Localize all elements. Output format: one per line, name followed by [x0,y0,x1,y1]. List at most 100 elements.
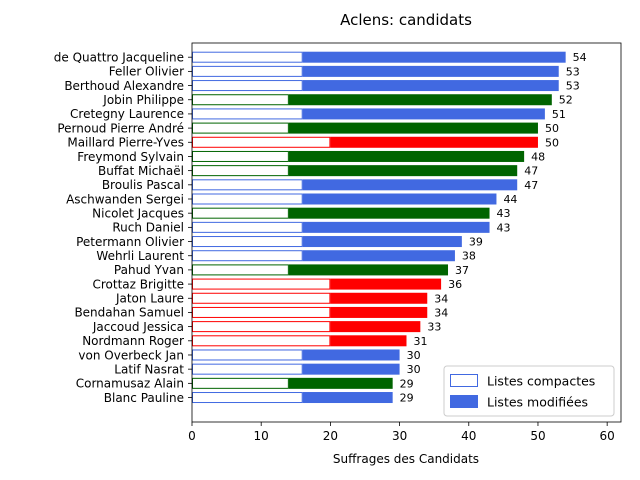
bar-modified-11 [288,207,490,219]
x-tick-label-6: 60 [600,429,615,443]
y-tick-label-1: Feller Olivier [109,65,184,79]
y-tick-label-12: Ruch Daniel [112,221,184,235]
bar-modified-14 [302,250,455,262]
bar-value-label-16: 36 [448,278,462,291]
bar-value-label-3: 52 [559,94,573,107]
legend-swatch-compact [450,374,478,387]
bar-modified-3 [288,94,552,106]
y-tick-label-21: von Overbeck Jan [78,348,184,362]
x-axis-title: Suffrages des Candidats [333,452,479,466]
bar-compact-4 [192,108,303,120]
y-tick-label-10: Aschwanden Sergei [66,192,184,206]
y-tick-label-16: Crottaz Brigitte [92,277,184,291]
legend-frame [443,365,615,417]
bar-modified-22 [302,363,400,375]
bar-compact-11 [192,207,289,219]
bar-modified-2 [302,80,559,92]
bar-value-label-11: 43 [497,207,511,220]
legend-label-compact: Listes compactes [487,374,595,389]
x-tick-label-5: 50 [530,429,545,443]
legend-swatch-modified [450,395,478,408]
bar-compact-17 [192,292,331,304]
y-tick-label-20: Nordmann Roger [82,334,184,348]
bar-value-label-5: 50 [545,122,559,135]
legend-label-modified: Listes modifiées [487,395,588,410]
y-tick-label-15: Pahud Yvan [114,263,184,277]
y-tick-label-4: Cretegny Laurence [70,107,184,121]
bar-modified-4 [302,108,545,120]
bar-compact-5 [192,122,289,134]
bar-compact-10 [192,193,303,205]
y-tick-label-5: Pernoud Pierre André [57,121,184,135]
y-tick-label-2: Berthoud Alexandre [64,79,184,93]
bar-modified-17 [330,292,428,304]
y-tick-label-23: Cornamusaz Alain [76,377,184,391]
bar-modified-10 [302,193,497,205]
bar-value-label-23: 29 [400,377,414,390]
bar-modified-9 [302,179,518,191]
bar-modified-12 [302,221,490,233]
y-tick-label-7: Freymond Sylvain [77,150,184,164]
bar-compact-19 [192,321,331,333]
bar-compact-15 [192,264,289,276]
bar-modified-6 [330,136,538,148]
bar-compact-13 [192,236,303,248]
bar-modified-0 [302,51,566,63]
bar-modified-8 [288,165,518,177]
bar-compact-12 [192,221,303,233]
bar-compact-22 [192,363,303,375]
y-tick-label-19: Jaccoud Jessica [92,320,184,334]
bar-value-label-20: 31 [414,335,428,348]
y-tick-label-9: Broulis Pascal [102,178,184,192]
bar-compact-21 [192,349,303,361]
y-tick-label-17: Jaton Laure [115,292,184,306]
plot-frame [191,42,622,423]
bar-modified-7 [288,150,525,162]
y-tick-label-22: Latif Nasrat [114,362,184,376]
bar-modified-19 [330,321,421,333]
y-tick-label-6: Maillard Pierre-Yves [67,136,184,150]
bar-value-label-13: 39 [469,236,483,249]
bar-value-label-15: 37 [455,264,469,277]
bar-compact-7 [192,150,289,162]
chart-title: Aclens: candidats [340,11,472,29]
x-tick-label-3: 30 [392,429,407,443]
bar-modified-1 [302,65,559,77]
bar-modified-16 [330,278,442,290]
y-tick-label-8: Buffat Michaël [98,164,184,178]
bar-value-label-12: 43 [497,221,511,234]
x-tick-label-2: 20 [323,429,338,443]
y-tick-label-3: Jobin Philippe [102,93,184,107]
y-tick-label-14: Wehrli Laurent [96,249,184,263]
bar-compact-1 [192,65,303,77]
bar-value-label-0: 54 [573,51,587,64]
y-tick-label-13: Petermann Olivier [76,235,184,249]
y-tick-label-24: Blanc Pauline [104,391,184,405]
bar-value-label-1: 53 [566,65,580,78]
bars-layer: 5453535251505048474744434339383736343433… [192,51,587,405]
bar-compact-2 [192,80,303,92]
bar-modified-21 [302,349,400,361]
bar-modified-5 [288,122,538,134]
bar-value-label-2: 53 [566,80,580,93]
bar-compact-9 [192,179,303,191]
x-tick-label-0: 0 [188,429,196,443]
bar-modified-20 [330,335,407,347]
y-tick-label-11: Nicolet Jacques [92,206,184,220]
y-tick-label-18: Bendahan Samuel [74,306,184,320]
bar-value-label-18: 34 [434,306,448,319]
bar-value-label-17: 34 [434,292,448,305]
bar-compact-23 [192,377,289,389]
bar-modified-24 [302,392,393,404]
legend: Listes compactes Listes modifiées [443,365,615,417]
bar-compact-16 [192,278,331,290]
bar-value-label-22: 30 [407,363,421,376]
x-tick-label-1: 10 [254,429,269,443]
bar-value-label-8: 47 [524,165,538,178]
bar-modified-23 [288,377,393,389]
bar-compact-14 [192,250,303,262]
bar-compact-24 [192,392,303,404]
bar-value-label-24: 29 [400,392,414,405]
bar-value-label-21: 30 [407,349,421,362]
